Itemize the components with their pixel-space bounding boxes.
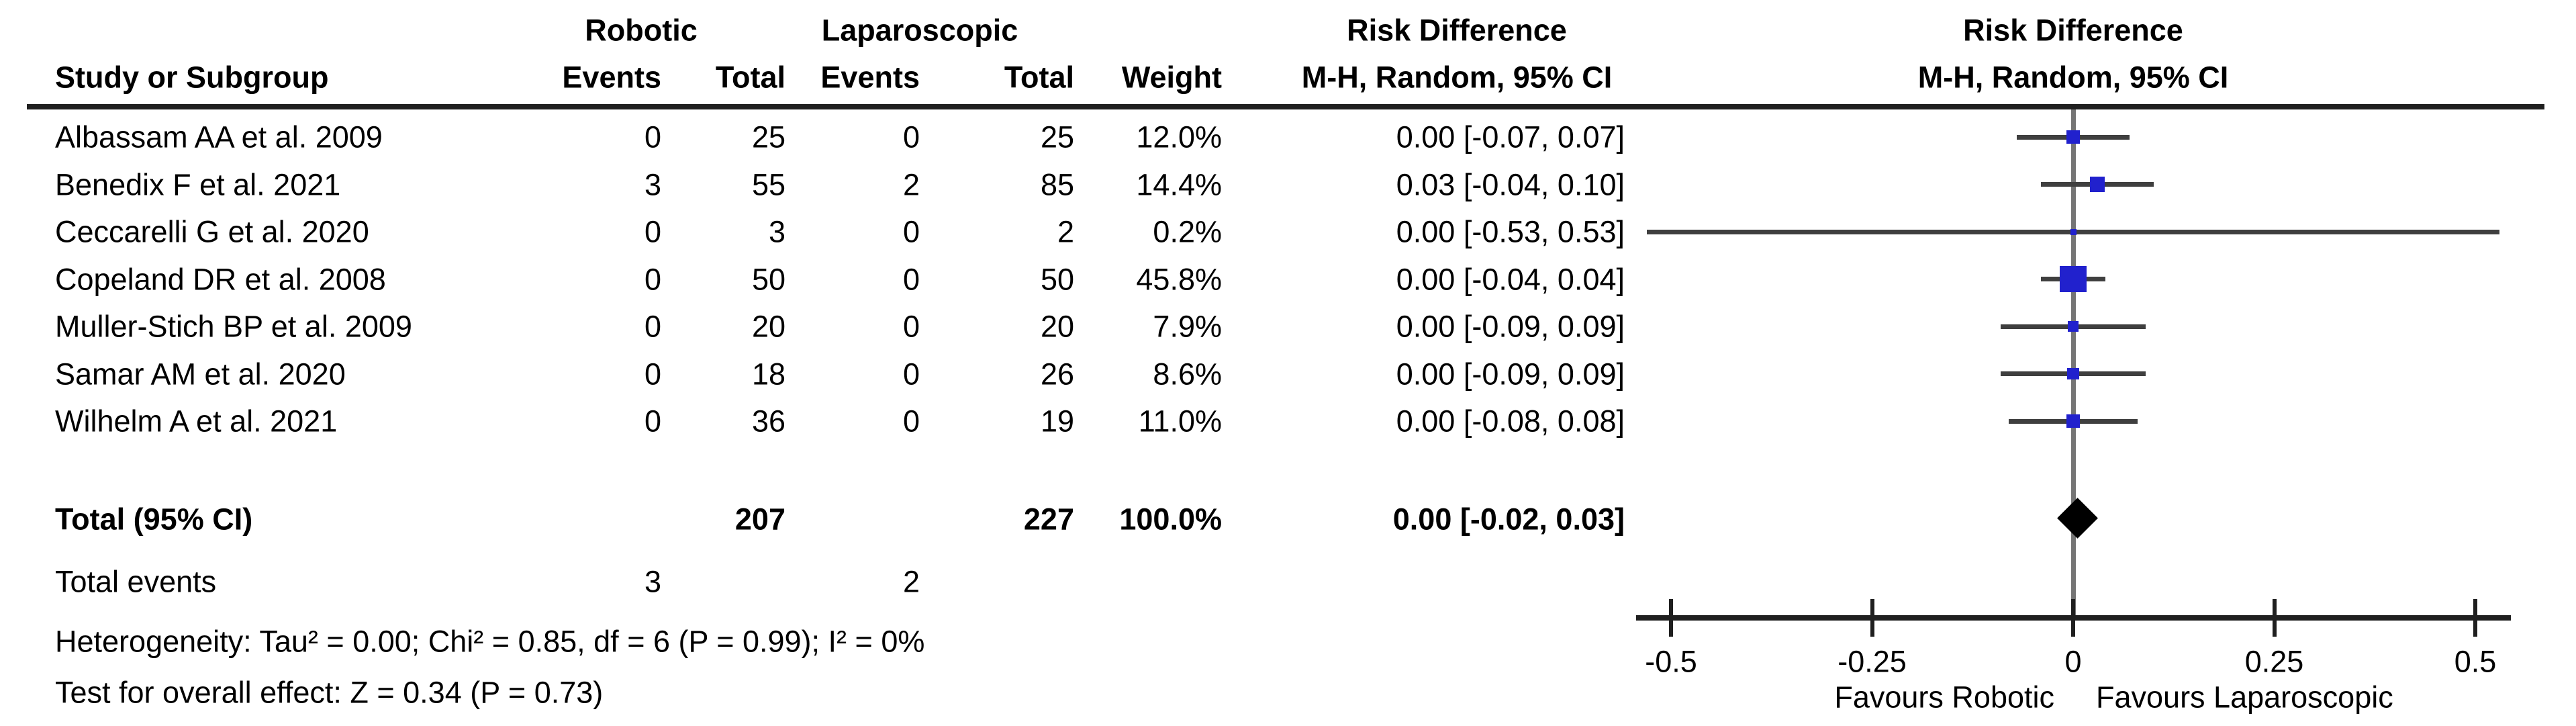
robotic-events-value: 0 <box>644 262 661 296</box>
laparoscopic-total-value: 20 <box>1040 309 1074 344</box>
weight-value: 45.8% <box>1136 262 1222 296</box>
axis-tick-label: 0.5 <box>2454 644 2497 679</box>
ci-value-text: 0.00 [-0.09, 0.09] <box>1396 357 1625 391</box>
axis-tick <box>1870 599 1874 637</box>
study-name: Samar AM et al. 2020 <box>55 357 346 391</box>
column-header-study: Study or Subgroup <box>55 60 329 95</box>
laparoscopic-events-value: 0 <box>902 214 920 249</box>
axis-tick-label: 0 <box>2064 644 2082 679</box>
axis-tick <box>2071 599 2075 637</box>
effect-square <box>2067 367 2079 380</box>
column-header-lap-events: Events <box>820 60 920 95</box>
laparoscopic-events-value: 0 <box>902 357 920 391</box>
group-header-robotic: Robotic <box>585 13 698 48</box>
column-header-weight: Weight <box>1121 60 1222 95</box>
study-name: Copeland DR et al. 2008 <box>55 262 386 296</box>
robotic-total-value: 36 <box>751 404 785 439</box>
favours-right-label: Favours Laparoscopic <box>2096 680 2393 715</box>
total-events-robotic: 3 <box>644 564 661 599</box>
ci-value-text: 0.00 [-0.04, 0.04] <box>1396 262 1625 296</box>
axis-tick <box>1669 599 1673 637</box>
laparoscopic-total-value: 2 <box>1057 214 1074 249</box>
overall-effect-text: Test for overall effect: Z = 0.34 (P = 0… <box>55 675 604 710</box>
heterogeneity-text: Heterogeneity: Tau² = 0.00; Chi² = 0.85,… <box>55 624 925 659</box>
group-header-laparoscopic: Laparoscopic <box>821 13 1018 48</box>
axis-tick <box>2272 599 2277 637</box>
effect-square <box>2060 265 2087 293</box>
study-name: Wilhelm A et al. 2021 <box>55 404 338 439</box>
study-name: Benedix F et al. 2021 <box>55 167 341 201</box>
axis-tick-label: -0.5 <box>1645 644 1697 679</box>
laparoscopic-total-value: 19 <box>1040 404 1074 439</box>
ci-value-text: 0.00 [-0.07, 0.07] <box>1396 120 1625 154</box>
effect-column-subtitle: M-H, Random, 95% CI <box>1301 60 1613 95</box>
study-name: Albassam AA et al. 2009 <box>55 120 383 154</box>
column-header-robotic-total: Total <box>715 60 785 95</box>
plot-column-subtitle: M-H, Random, 95% CI <box>1917 60 2229 95</box>
total-row-label: Total (95% CI) <box>55 502 253 537</box>
robotic-total-value: 18 <box>751 357 785 391</box>
laparoscopic-total-value: 85 <box>1040 167 1074 201</box>
robotic-events-value: 0 <box>644 357 661 391</box>
laparoscopic-events-value: 2 <box>902 167 920 201</box>
weight-value: 11.0% <box>1138 404 1222 439</box>
total-weight: 100.0% <box>1119 502 1222 537</box>
robotic-events-value: 0 <box>644 404 661 439</box>
favours-left-label: Favours Robotic <box>1834 680 2054 715</box>
laparoscopic-total-value: 50 <box>1040 262 1074 296</box>
robotic-total-value: 20 <box>751 309 785 344</box>
study-name: Ceccarelli G et al. 2020 <box>55 214 369 249</box>
effect-column-title: Risk Difference <box>1347 13 1567 48</box>
zero-effect-line <box>2071 109 2076 615</box>
robotic-total-value: 55 <box>751 167 785 201</box>
effect-square <box>2070 228 2077 235</box>
weight-value: 14.4% <box>1136 167 1222 201</box>
axis-tick <box>2473 599 2477 637</box>
robotic-events-value: 0 <box>644 309 661 344</box>
ci-value-text: 0.00 [-0.53, 0.53] <box>1396 214 1625 249</box>
total-laparoscopic-n: 227 <box>1023 502 1074 537</box>
robotic-events-value: 3 <box>644 167 661 201</box>
study-name: Muller-Stich BP et al. 2009 <box>55 309 412 344</box>
weight-value: 7.9% <box>1153 309 1222 344</box>
column-header-robotic-events: Events <box>562 60 661 95</box>
laparoscopic-total-value: 26 <box>1040 357 1074 391</box>
header-rule <box>27 104 2544 109</box>
axis-tick-label: -0.25 <box>1838 644 1907 679</box>
column-header-lap-total: Total <box>1004 60 1074 95</box>
plot-column-title: Risk Difference <box>1963 13 2183 48</box>
laparoscopic-events-value: 0 <box>902 120 920 154</box>
effect-square <box>2067 320 2079 332</box>
axis-tick-label: 0.25 <box>2244 644 2304 679</box>
laparoscopic-events-value: 0 <box>902 262 920 296</box>
summary-diamond <box>2056 497 2098 539</box>
effect-square <box>2089 177 2105 192</box>
effect-square <box>2066 414 2080 428</box>
ci-value-text: 0.00 [-0.08, 0.08] <box>1396 404 1625 439</box>
robotic-total-value: 50 <box>751 262 785 296</box>
laparoscopic-total-value: 25 <box>1040 120 1074 154</box>
ci-value-text: 0.00 [-0.09, 0.09] <box>1396 309 1625 344</box>
total-robotic-n: 207 <box>734 502 785 537</box>
weight-value: 8.6% <box>1153 357 1222 391</box>
weight-value: 0.2% <box>1153 214 1222 249</box>
robotic-total-value: 25 <box>751 120 785 154</box>
effect-square <box>2066 130 2081 144</box>
robotic-total-value: 3 <box>768 214 785 249</box>
laparoscopic-events-value: 0 <box>902 309 920 344</box>
total-ci-text: 0.00 [-0.02, 0.03] <box>1392 502 1625 537</box>
total-events-label: Total events <box>55 564 217 599</box>
robotic-events-value: 0 <box>644 214 661 249</box>
total-events-laparoscopic: 2 <box>902 564 920 599</box>
ci-value-text: 0.03 [-0.04, 0.10] <box>1396 167 1625 201</box>
weight-value: 12.0% <box>1136 120 1222 154</box>
robotic-events-value: 0 <box>644 120 661 154</box>
laparoscopic-events-value: 0 <box>902 404 920 439</box>
